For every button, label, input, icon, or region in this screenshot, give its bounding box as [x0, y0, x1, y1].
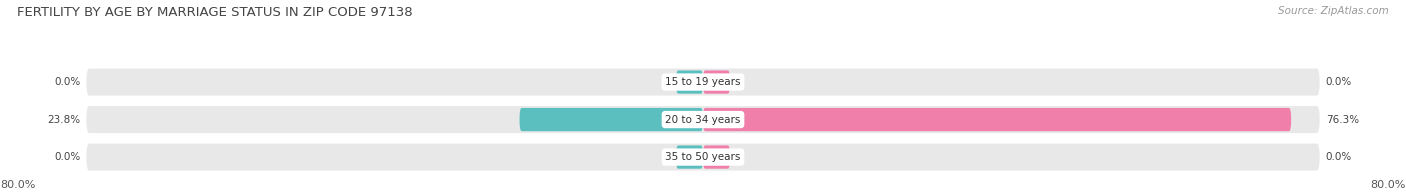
- Text: 15 to 19 years: 15 to 19 years: [665, 77, 741, 87]
- Text: 20 to 34 years: 20 to 34 years: [665, 114, 741, 125]
- Text: 0.0%: 0.0%: [1326, 152, 1353, 162]
- Text: FERTILITY BY AGE BY MARRIAGE STATUS IN ZIP CODE 97138: FERTILITY BY AGE BY MARRIAGE STATUS IN Z…: [17, 6, 412, 19]
- Text: 80.0%: 80.0%: [0, 180, 35, 190]
- Text: 0.0%: 0.0%: [53, 152, 80, 162]
- FancyBboxPatch shape: [676, 70, 703, 94]
- FancyBboxPatch shape: [703, 108, 1291, 131]
- Text: 76.3%: 76.3%: [1326, 114, 1360, 125]
- Text: 80.0%: 80.0%: [1371, 180, 1406, 190]
- Text: 0.0%: 0.0%: [53, 77, 80, 87]
- Text: Source: ZipAtlas.com: Source: ZipAtlas.com: [1278, 6, 1389, 16]
- Text: 35 to 50 years: 35 to 50 years: [665, 152, 741, 162]
- FancyBboxPatch shape: [520, 108, 703, 131]
- FancyBboxPatch shape: [86, 106, 1320, 133]
- FancyBboxPatch shape: [86, 143, 1320, 171]
- Text: 0.0%: 0.0%: [1326, 77, 1353, 87]
- Text: 23.8%: 23.8%: [46, 114, 80, 125]
- FancyBboxPatch shape: [703, 70, 730, 94]
- FancyBboxPatch shape: [703, 145, 730, 169]
- FancyBboxPatch shape: [86, 69, 1320, 96]
- FancyBboxPatch shape: [676, 145, 703, 169]
